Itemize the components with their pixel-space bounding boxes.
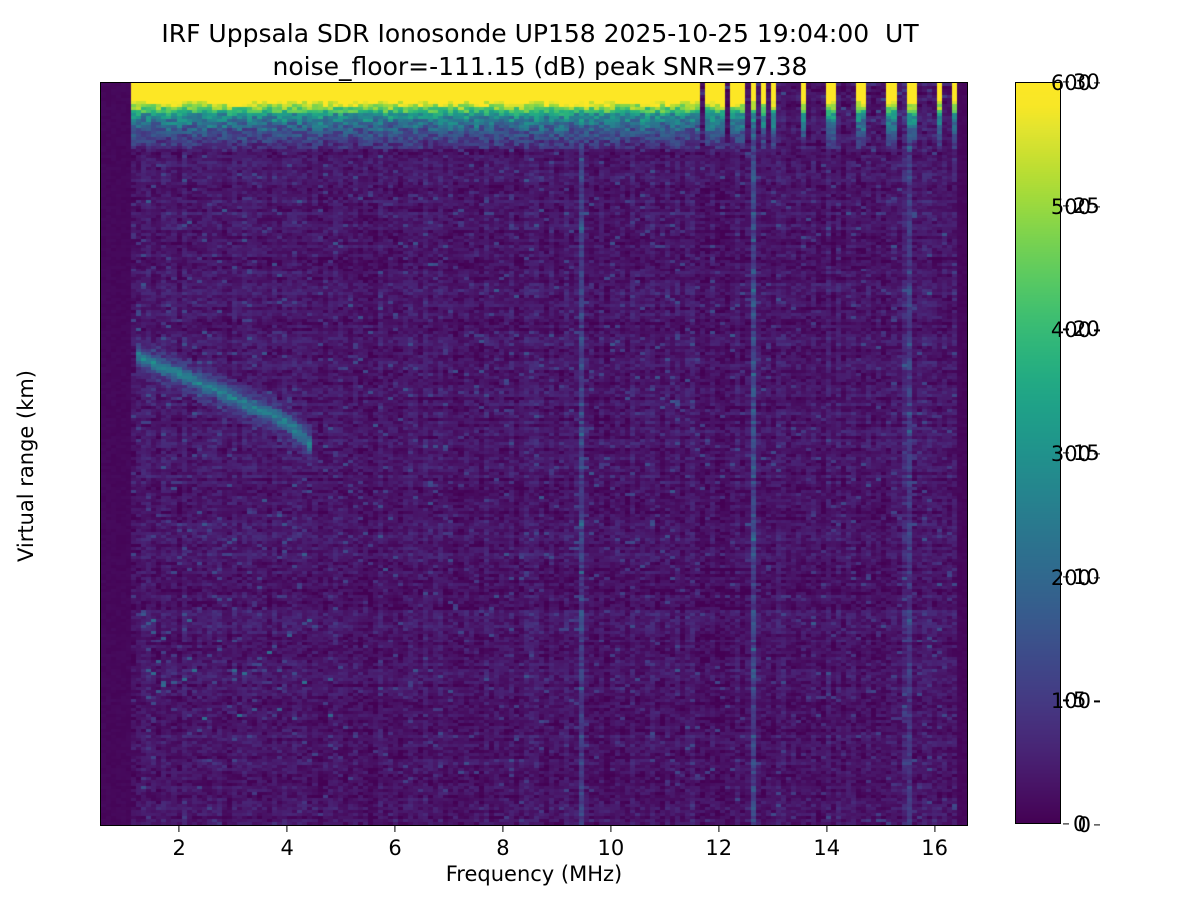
- y-axis-tick: 100: [1051, 689, 1100, 713]
- colorbar-tick-label: 30: [1073, 70, 1100, 94]
- x-axis-tick-label: 8: [496, 836, 510, 860]
- y-axis: Virtual range (km): [0, 0, 100, 900]
- x-axis-tick-mark: [394, 826, 396, 832]
- ionogram-heatmap: [101, 83, 967, 825]
- x-axis-tick: 16: [905, 826, 965, 860]
- y-axis-tick: 200: [1051, 566, 1100, 590]
- colorbar-tick-mark: [1063, 452, 1069, 454]
- x-axis-tick: 4: [257, 826, 317, 860]
- x-axis-tick-label: 14: [813, 836, 841, 860]
- colorbar-tick-label: 20: [1073, 317, 1100, 342]
- figure-title: IRF Uppsala SDR Ionosonde UP158 2025-10-…: [0, 18, 1080, 83]
- x-axis-tick-label: 12: [705, 836, 733, 860]
- y-axis-tick-label: 600: [1050, 71, 1091, 95]
- y-axis-tick: 500: [1051, 195, 1100, 219]
- colorbar-tick-mark: [1063, 205, 1069, 207]
- x-axis-tick-label: 2: [172, 836, 186, 860]
- colorbar-tick-mark: [1063, 823, 1069, 825]
- y-axis-tick-mark: [1094, 82, 1100, 84]
- colorbar-tick: 0: [1063, 812, 1086, 836]
- y-axis-tick-mark: [1094, 577, 1100, 579]
- x-axis-tick-mark: [826, 826, 828, 832]
- x-axis-tick-label: 16: [921, 836, 948, 860]
- title-line-1: IRF Uppsala SDR Ionosonde UP158 2025-10-…: [161, 19, 919, 48]
- x-axis-tick: 2: [149, 826, 209, 860]
- x-axis-tick-mark: [502, 826, 504, 832]
- y-axis-tick-mark: [1094, 824, 1100, 826]
- title-line-2: noise_floor=-111.15 (dB) peak SNR=97.38: [272, 51, 808, 81]
- y-axis-tick-mark: [1094, 453, 1100, 455]
- x-axis-tick-label: 10: [597, 836, 625, 860]
- colorbar-tick-label: 5: [1073, 688, 1087, 713]
- x-axis-tick-label: 4: [280, 836, 294, 860]
- colorbar-tick-label: 25: [1073, 193, 1100, 218]
- y-axis-tick-mark: [1094, 700, 1100, 702]
- colorbar-tick: 25: [1063, 194, 1100, 218]
- y-axis-tick-mark: [1094, 206, 1100, 208]
- y-axis-tick-label: 500: [1050, 194, 1091, 219]
- x-axis-tick-mark: [610, 826, 612, 832]
- y-axis-tick: 400: [1051, 318, 1100, 342]
- colorbar-tick-label: 0: [1073, 812, 1087, 836]
- colorbar-tick-mark: [1063, 576, 1069, 578]
- colorbar-tick: 30: [1063, 70, 1100, 94]
- x-axis-tick-label: 6: [388, 836, 402, 860]
- y-axis-tick: 300: [1051, 442, 1100, 466]
- colorbar-tick-mark: [1063, 328, 1069, 330]
- colorbar-tick-label: 10: [1073, 564, 1100, 589]
- x-axis-tick: 10: [581, 826, 641, 860]
- x-axis-tick: 12: [689, 826, 749, 860]
- x-axis-tick-mark: [718, 826, 720, 832]
- colorbar-canvas: [1016, 83, 1060, 823]
- colorbar-tick-mark: [1063, 81, 1069, 83]
- y-axis-tick-label: 400: [1050, 318, 1091, 343]
- y-axis-tick-label: 0: [1077, 813, 1091, 837]
- x-axis-tick-mark: [934, 826, 936, 832]
- y-axis-tick-label: 300: [1050, 442, 1091, 466]
- colorbar-tick: 5: [1063, 688, 1086, 712]
- x-axis-tick: 6: [365, 826, 425, 860]
- colorbar-gradient: [1015, 82, 1061, 824]
- y-axis-tick-label: 200: [1050, 565, 1091, 590]
- colorbar-tick: 10: [1063, 565, 1100, 589]
- y-axis-label: Virtual range (km): [14, 369, 38, 563]
- colorbar-tick: 15: [1063, 441, 1100, 465]
- y-axis-tick-label: 100: [1050, 689, 1091, 714]
- x-axis-tick: 14: [797, 826, 857, 860]
- y-axis-tick-mark: [1094, 329, 1100, 331]
- y-axis-tick: 0: [1078, 813, 1100, 837]
- colorbar: 0 5 10 15 20 25 30: [1015, 70, 1100, 836]
- colorbar-tick: 20: [1063, 317, 1100, 341]
- colorbar-tick-label: 15: [1073, 441, 1100, 465]
- y-axis-tick: 600: [1051, 71, 1100, 95]
- x-axis-tick: 8: [473, 826, 533, 860]
- x-axis-tick-mark: [178, 826, 180, 832]
- ionogram-plot-area: [100, 82, 968, 826]
- x-axis-label: Frequency (MHz): [445, 862, 623, 886]
- colorbar-tick-mark: [1063, 699, 1069, 701]
- x-axis-tick-mark: [286, 826, 288, 832]
